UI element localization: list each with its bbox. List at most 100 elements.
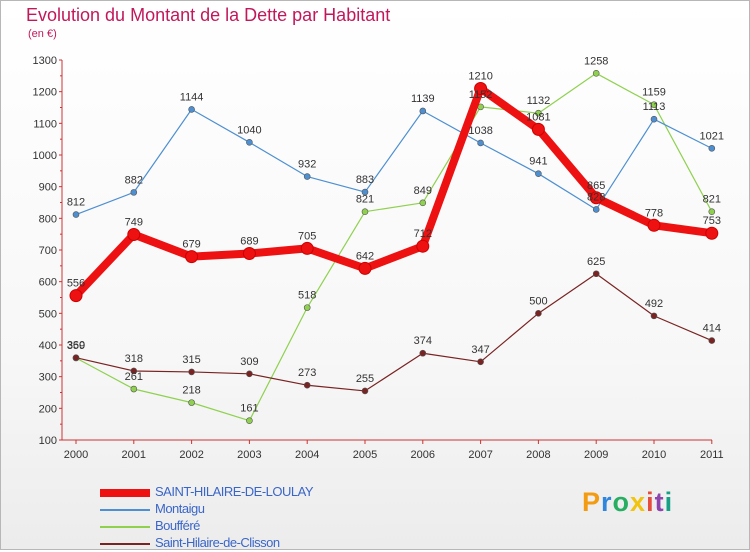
data-point xyxy=(535,170,542,177)
data-label: 1258 xyxy=(584,55,608,67)
x-tick-label: 2003 xyxy=(237,449,261,461)
series-line xyxy=(75,273,713,392)
data-label: 492 xyxy=(645,298,663,310)
legend-label: Saint-Hilaire-de-Clisson xyxy=(155,535,280,550)
data-point xyxy=(535,109,542,117)
data-label: 883 xyxy=(356,174,374,186)
y-tick-label: 800 xyxy=(39,213,57,225)
data-point xyxy=(650,312,658,320)
data-point xyxy=(246,139,253,146)
data-label: 518 xyxy=(298,290,316,302)
data-label: 218 xyxy=(182,385,200,397)
data-label: 679 xyxy=(182,239,200,251)
data-point xyxy=(592,270,600,278)
data-point xyxy=(303,304,311,311)
data-label: 347 xyxy=(471,344,489,356)
data-point xyxy=(477,139,484,147)
data-point xyxy=(72,211,80,218)
data-label: 273 xyxy=(298,367,316,379)
data-point xyxy=(127,227,141,241)
x-tick-label: 2004 xyxy=(295,449,319,461)
legend-swatch xyxy=(100,509,150,511)
data-label: 318 xyxy=(125,353,143,365)
data-label: 500 xyxy=(529,295,547,307)
data-point xyxy=(300,241,314,255)
logo-letter: i xyxy=(664,487,674,517)
data-label: 414 xyxy=(703,323,721,335)
y-tick-label: 1200 xyxy=(33,87,57,99)
data-label: 941 xyxy=(529,156,547,168)
series-line xyxy=(75,72,713,422)
x-tick-label: 2008 xyxy=(526,449,550,461)
proxiti-logo: Proxiti xyxy=(582,487,673,518)
series-line xyxy=(72,84,716,300)
y-tick-label: 500 xyxy=(39,308,57,320)
data-point xyxy=(474,82,488,95)
logo-letter: x xyxy=(630,487,647,517)
series-0 xyxy=(69,82,719,303)
data-point xyxy=(647,218,661,232)
series-1 xyxy=(72,106,716,218)
data-point xyxy=(361,188,369,196)
data-label: 359 xyxy=(67,340,85,352)
data-point xyxy=(303,381,311,389)
y-tick-label: 100 xyxy=(39,435,57,447)
data-label: 309 xyxy=(240,356,258,368)
data-label: 1152 xyxy=(469,89,493,101)
data-point xyxy=(130,189,138,196)
logo-letter: t xyxy=(654,487,665,517)
data-point xyxy=(477,358,484,366)
data-label: 1210 xyxy=(468,71,492,83)
data-label: 1038 xyxy=(468,125,492,137)
data-label: 1021 xyxy=(700,130,724,142)
data-label: 705 xyxy=(298,230,316,242)
y-tick-label: 200 xyxy=(39,403,57,415)
data-label: 932 xyxy=(298,159,316,171)
data-point xyxy=(188,368,195,376)
data-point xyxy=(708,145,716,152)
data-point xyxy=(419,107,427,115)
data-point xyxy=(535,310,542,317)
data-label: 315 xyxy=(182,354,200,366)
data-label: 1081 xyxy=(526,111,550,123)
data-label: 261 xyxy=(125,371,143,383)
x-tick-label: 2007 xyxy=(468,449,492,461)
data-point xyxy=(708,337,716,344)
data-point xyxy=(72,354,80,361)
y-tick-label: 400 xyxy=(39,340,57,352)
data-point xyxy=(358,261,372,275)
x-tick-label: 2011 xyxy=(700,449,724,461)
data-label: 1139 xyxy=(411,93,435,105)
legend-label: SAINT-HILAIRE-DE-LOULAY xyxy=(155,484,314,499)
data-point xyxy=(416,239,430,253)
data-point xyxy=(708,208,716,215)
data-point xyxy=(188,399,195,406)
data-point xyxy=(650,101,658,108)
chart-title: Evolution du Montant de la Dette par Hab… xyxy=(26,5,391,25)
chart-subtitle: (en €) xyxy=(28,28,57,40)
y-tick-label: 600 xyxy=(39,277,57,289)
data-label: 753 xyxy=(703,215,721,227)
data-point xyxy=(69,289,83,303)
logo-letter: o xyxy=(612,487,631,517)
data-point xyxy=(361,387,369,395)
data-label: 749 xyxy=(125,216,143,228)
x-tick-label: 2000 xyxy=(64,449,88,461)
data-point xyxy=(185,250,199,264)
data-label: 689 xyxy=(240,235,258,247)
x-tick-label: 2001 xyxy=(122,449,146,461)
series-line xyxy=(75,108,713,216)
data-point xyxy=(705,226,719,240)
data-label: 360 xyxy=(67,340,85,352)
data-label: 255 xyxy=(356,373,374,385)
data-point xyxy=(246,417,253,424)
data-label: 882 xyxy=(125,174,143,186)
data-label: 865 xyxy=(587,180,605,192)
y-tick-label: 900 xyxy=(39,182,57,194)
data-label: 828 xyxy=(587,191,605,203)
data-label: 778 xyxy=(645,207,663,219)
data-label: 1113 xyxy=(643,101,666,113)
data-point xyxy=(303,173,311,180)
